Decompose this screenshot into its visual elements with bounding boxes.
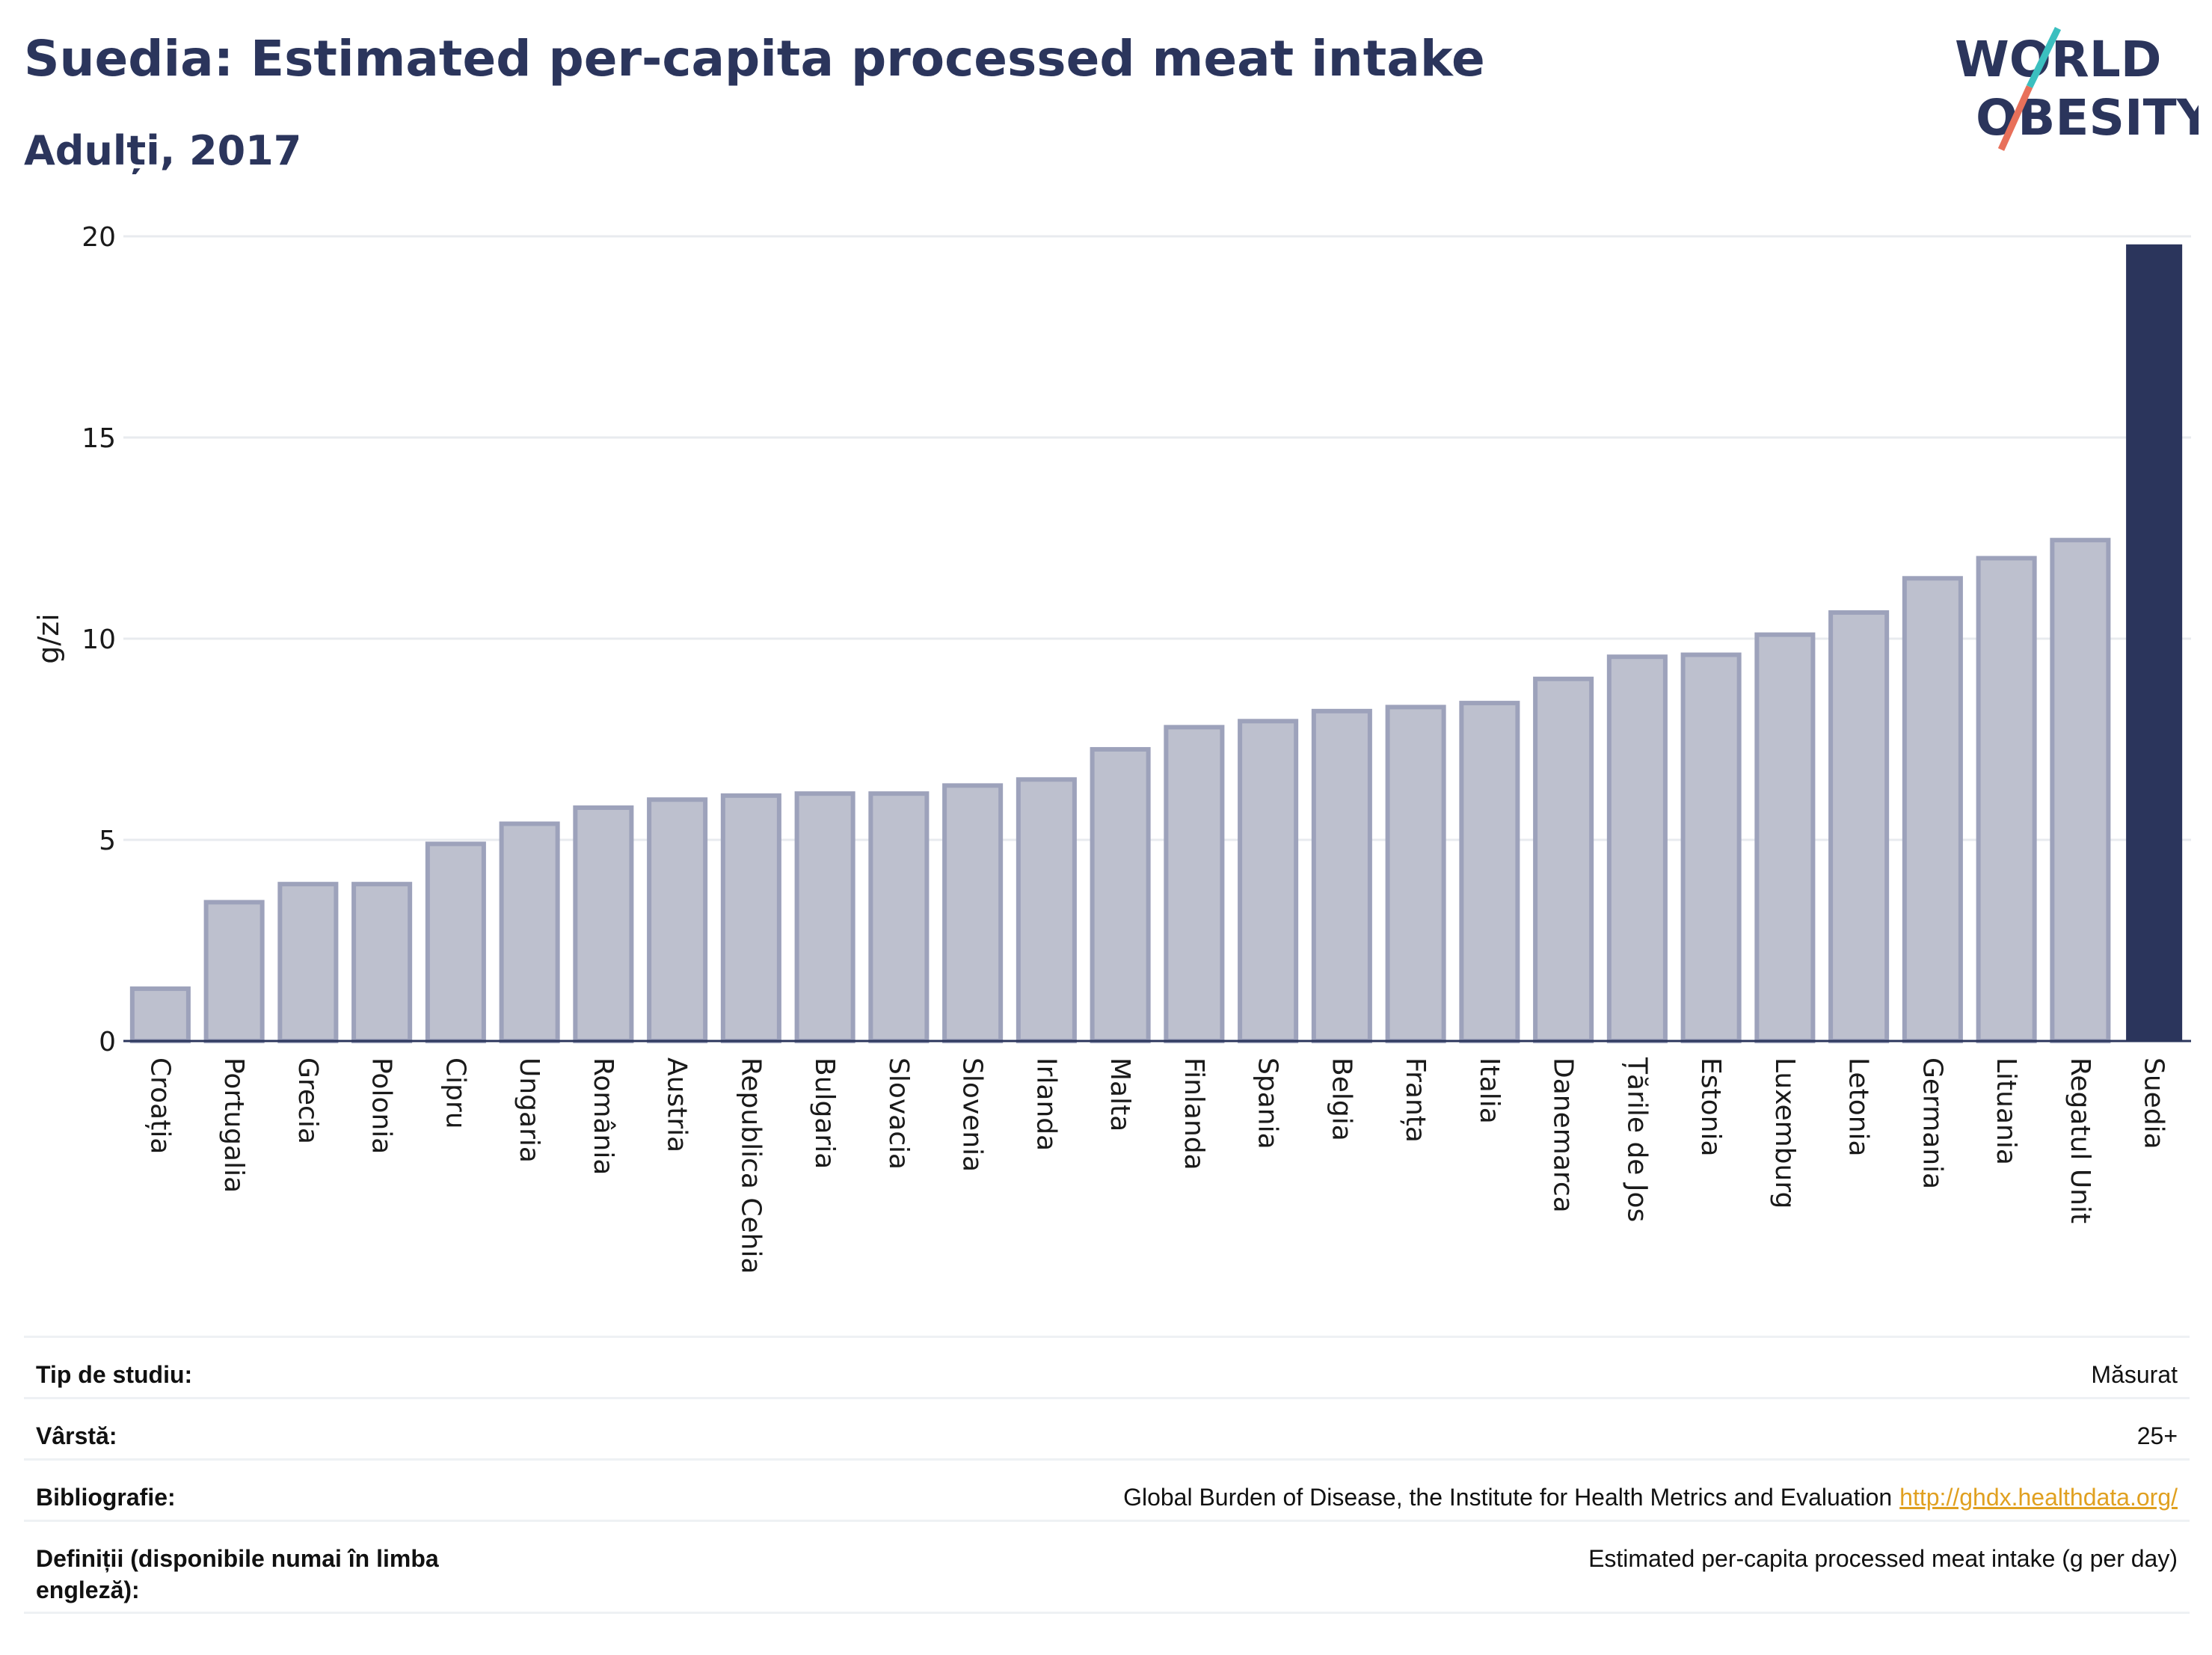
x-tick-label: Austria	[662, 1057, 692, 1152]
bar-Polonia[interactable]	[351, 882, 413, 1044]
bar-Slovenia[interactable]	[942, 783, 1004, 1043]
bibliography-link[interactable]: http://ghdx.healthdata.org/	[1899, 1484, 2178, 1511]
x-tick-label: Republica Cehia	[735, 1057, 766, 1274]
info-value: Măsurat	[2091, 1361, 2178, 1388]
bar-Croația[interactable]	[129, 986, 191, 1044]
x-tick-label: Finlanda	[1179, 1057, 1209, 1170]
world-obesity-logo: WORLD OBESITY	[1955, 27, 2199, 151]
bar-Finlanda[interactable]	[1164, 725, 1225, 1043]
bars	[129, 244, 2183, 1044]
info-table: Tip de studiu: Măsurat Vârstă: 25+ Bibli…	[24, 1336, 2190, 1614]
y-axis-ticks: 0 5 10 15 20	[82, 222, 116, 1057]
bar-Cipru[interactable]	[425, 841, 486, 1043]
bar-Lituania[interactable]	[1976, 556, 2037, 1043]
x-tick-label: Grecia	[292, 1057, 323, 1144]
page-subtitle: Adulți, 2017	[24, 127, 302, 174]
info-row-age: Vârstă: 25+	[24, 1397, 2190, 1458]
logo-slash-teal	[2026, 27, 2062, 88]
y-tick-label: 15	[82, 423, 116, 454]
x-tick-label: Polonia	[366, 1057, 397, 1154]
x-tick-label: Bulgaria	[809, 1057, 840, 1169]
x-tick-label: Ungaria	[514, 1057, 544, 1163]
bar-Republica Cehia[interactable]	[720, 793, 781, 1043]
bar-Portugalia[interactable]	[203, 900, 265, 1044]
bar-Italia[interactable]	[1459, 701, 1520, 1044]
x-tick-label: Țările de Jos	[1621, 1057, 1652, 1222]
bar-Estonia[interactable]	[1680, 652, 1742, 1043]
info-row-definitions: Definiții (disponibile numai în limba en…	[24, 1520, 2190, 1614]
info-key: Vârstă:	[36, 1422, 117, 1449]
x-tick-label: Franța	[1400, 1057, 1431, 1143]
bar-România[interactable]	[573, 805, 634, 1043]
info-row-study-type: Tip de studiu: Măsurat	[24, 1336, 2190, 1397]
bar-Franța[interactable]	[1385, 704, 1446, 1044]
info-value: 25+	[2136, 1422, 2178, 1449]
x-tick-label: Irlanda	[1030, 1057, 1061, 1151]
bar-Malta[interactable]	[1090, 746, 1151, 1043]
bar-Austria[interactable]	[647, 797, 708, 1043]
x-tick-label: Croația	[144, 1057, 175, 1154]
x-tick-label: Danemarca	[1548, 1057, 1579, 1213]
bar-Suedia[interactable]	[2126, 244, 2183, 1041]
y-tick-label: 20	[82, 222, 116, 253]
bar-chart: 0 5 10 15 20 g/zi Croația Portugalia Grecia Pol…	[32, 222, 2191, 1274]
page-title: Suedia: Estimated per-capita processed m…	[24, 30, 1485, 87]
y-tick-label: 10	[82, 624, 116, 655]
info-value: Estimated per-capita processed meat inta…	[1588, 1545, 2178, 1572]
x-tick-label: Belgia	[1326, 1057, 1357, 1141]
bibliography-text: Global Burden of Disease, the Institute …	[1123, 1484, 1893, 1511]
info-value: Global Burden of Disease, the Institute …	[1123, 1481, 2178, 1513]
x-axis-labels: Croația Portugalia Grecia Polonia Cipru Ungar…	[144, 1057, 2169, 1274]
logo-line1: WORLD	[1955, 31, 2162, 88]
bar-Slovacia[interactable]	[868, 791, 930, 1043]
x-tick-label: România	[588, 1057, 618, 1175]
x-tick-label: Germania	[1917, 1057, 1947, 1189]
bar-Grecia[interactable]	[277, 882, 339, 1044]
info-row-bibliography: Bibliografie: Global Burden of Disease, …	[24, 1458, 2190, 1520]
info-key: Definiții (disponibile numai în limba en…	[36, 1545, 439, 1603]
x-tick-label: Slovacia	[883, 1057, 914, 1170]
bar-Letonia[interactable]	[1828, 610, 1890, 1043]
logo-slash-coral	[1997, 85, 2033, 151]
bar-Irlanda[interactable]	[1016, 777, 1077, 1044]
y-tick-label: 5	[99, 826, 116, 856]
x-tick-label: Spania	[1253, 1057, 1283, 1149]
bar-Germania[interactable]	[1902, 576, 1963, 1043]
x-tick-label: Regatul Unit	[2065, 1057, 2095, 1223]
info-key: Bibliografie:	[36, 1484, 176, 1511]
bar-Țările de Jos[interactable]	[1606, 654, 1668, 1043]
x-tick-label: Estonia	[1695, 1057, 1726, 1157]
bar-Regatul Unit[interactable]	[2050, 538, 2111, 1043]
y-tick-label: 0	[99, 1027, 116, 1057]
x-tick-label: Malta	[1105, 1057, 1135, 1132]
info-key: Tip de studiu:	[36, 1361, 193, 1388]
bar-Ungaria[interactable]	[499, 821, 560, 1043]
x-tick-label: Cipru	[440, 1057, 470, 1129]
x-tick-label: Luxemburg	[1769, 1057, 1800, 1209]
bar-Belgia[interactable]	[1311, 708, 1372, 1044]
x-tick-label: Lituania	[1991, 1057, 2021, 1165]
x-tick-label: Italia	[1474, 1057, 1505, 1124]
x-tick-label: Suedia	[2139, 1057, 2169, 1149]
x-tick-label: Portugalia	[218, 1057, 249, 1193]
x-tick-label: Slovenia	[957, 1057, 988, 1172]
y-axis-title: g/zi	[32, 613, 65, 663]
bar-Bulgaria[interactable]	[794, 791, 855, 1043]
bar-Danemarca[interactable]	[1533, 676, 1594, 1043]
bar-Spania[interactable]	[1238, 719, 1299, 1043]
bar-Luxemburg[interactable]	[1754, 632, 1816, 1043]
x-tick-label: Letonia	[1843, 1057, 1874, 1157]
